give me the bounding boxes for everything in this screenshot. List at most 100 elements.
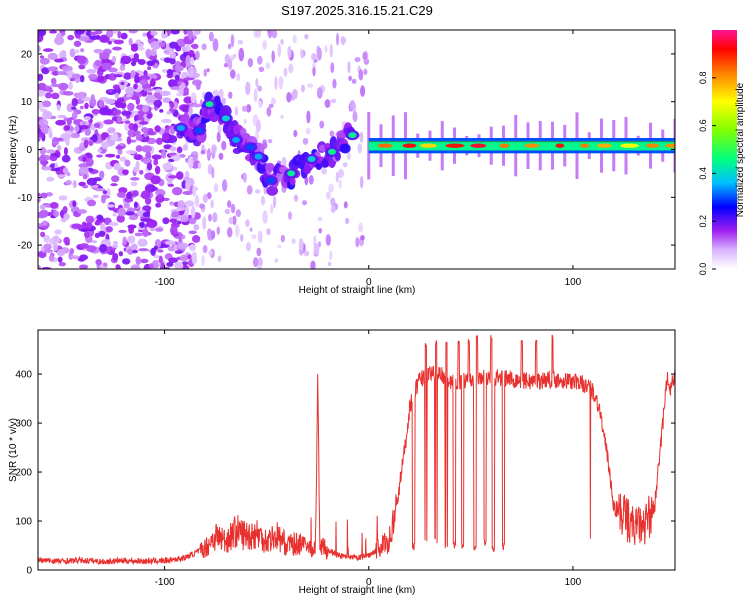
noise-blob: [156, 193, 163, 199]
branch-halo: [275, 171, 284, 182]
noise-blob: [134, 232, 143, 237]
smear-blob: [337, 168, 344, 179]
smear-blob: [272, 195, 277, 209]
noise-blob: [76, 55, 87, 65]
noise-blob: [91, 108, 100, 115]
noise-blob: [137, 238, 148, 247]
carrier-peak: [580, 143, 590, 148]
noise-blob: [48, 89, 54, 93]
noise-blob: [119, 64, 126, 71]
smear-blob: [329, 130, 335, 137]
noise-blob: [38, 73, 44, 82]
noise-blob: [162, 97, 172, 104]
noise-blob: [177, 40, 186, 46]
noise-blob: [85, 215, 95, 224]
branch-halo: [266, 185, 279, 196]
noise-blob: [100, 223, 106, 232]
smear-blob: [298, 238, 304, 251]
noise-blob: [110, 183, 118, 187]
noise-blob: [158, 255, 163, 264]
smear-blob: [256, 247, 262, 257]
smear-blob: [228, 91, 233, 99]
y-tick-label: 100: [15, 517, 32, 528]
noise-blob: [113, 133, 119, 138]
smear-blob: [189, 56, 195, 66]
noise-blob: [146, 113, 153, 119]
noise-blob: [58, 195, 68, 201]
noise-blob: [127, 102, 135, 112]
smear-blob: [257, 264, 262, 269]
noise-blob: [164, 240, 176, 246]
noise-blob: [174, 64, 182, 73]
noise-blob: [155, 137, 163, 145]
noise-blob: [124, 120, 131, 124]
x-tick-label: 100: [565, 577, 582, 588]
noise-blob: [62, 91, 74, 96]
smear-blob: [354, 57, 361, 63]
smear-blob: [256, 55, 263, 65]
smear-blob: [245, 104, 252, 113]
noise-blob: [162, 119, 171, 123]
noise-blob: [40, 192, 48, 199]
smear-blob: [348, 75, 352, 81]
smear-blob: [221, 179, 228, 192]
smear-blob: [328, 183, 334, 193]
noise-blob: [93, 122, 101, 129]
noise-blob: [120, 81, 125, 86]
noise-blob: [139, 221, 145, 229]
noise-blob: [171, 211, 180, 218]
noise-blob: [114, 74, 123, 78]
noise-blob: [120, 55, 132, 65]
noise-blob: [38, 156, 47, 162]
smear-blob: [202, 193, 208, 203]
noise-blob: [145, 48, 152, 58]
noise-blob: [137, 43, 145, 47]
branch-core: [328, 148, 336, 155]
smear-blob: [267, 138, 273, 144]
noise-blob: [172, 166, 178, 171]
noise-blob: [61, 154, 71, 163]
noise-blob: [42, 48, 54, 52]
noise-blob: [151, 154, 162, 160]
noise-blob: [61, 65, 73, 72]
noise-blob: [115, 145, 124, 150]
snr-background: [38, 330, 675, 570]
branch-core: [348, 132, 357, 139]
smear-blob: [216, 226, 221, 235]
noise-blob: [85, 158, 94, 167]
noise-blob: [150, 175, 161, 185]
noise-blob: [94, 59, 102, 67]
smear-blob: [251, 234, 257, 240]
colorbar-tick-label: 0.0: [698, 263, 708, 276]
smear-blob: [324, 44, 328, 54]
noise-blob: [114, 92, 120, 99]
noise-blob: [112, 84, 120, 90]
noise-blob: [158, 95, 163, 101]
noise-blob: [111, 175, 120, 183]
noise-blob: [122, 236, 127, 246]
smear-blob: [212, 38, 219, 52]
noise-blob: [168, 175, 179, 179]
noise-blob: [72, 200, 77, 208]
smear-blob: [319, 120, 325, 129]
noise-blob: [150, 78, 156, 87]
noise-blob: [102, 190, 108, 195]
snr-panel: -100 0 100 0 100 200 300 400 Height of straigh…: [8, 329, 676, 596]
noise-blob: [184, 206, 190, 216]
noise-blob: [160, 261, 165, 269]
noise-blob: [177, 200, 186, 209]
noise-blob: [38, 196, 41, 203]
noise-blob: [130, 70, 136, 77]
smear-blob: [292, 88, 298, 100]
smear-blob: [216, 131, 221, 143]
y-tick-label: 0: [26, 566, 32, 577]
noise-blob: [101, 132, 110, 138]
noise-blob: [183, 30, 188, 35]
noise-blob: [79, 105, 84, 110]
branch-halo: [264, 162, 275, 172]
smear-blob: [229, 69, 236, 79]
chart-title: S197.2025.316.15.21.C29: [281, 3, 433, 18]
smear-blob: [185, 55, 191, 68]
noise-blob: [145, 94, 156, 103]
noise-blob: [91, 240, 98, 244]
